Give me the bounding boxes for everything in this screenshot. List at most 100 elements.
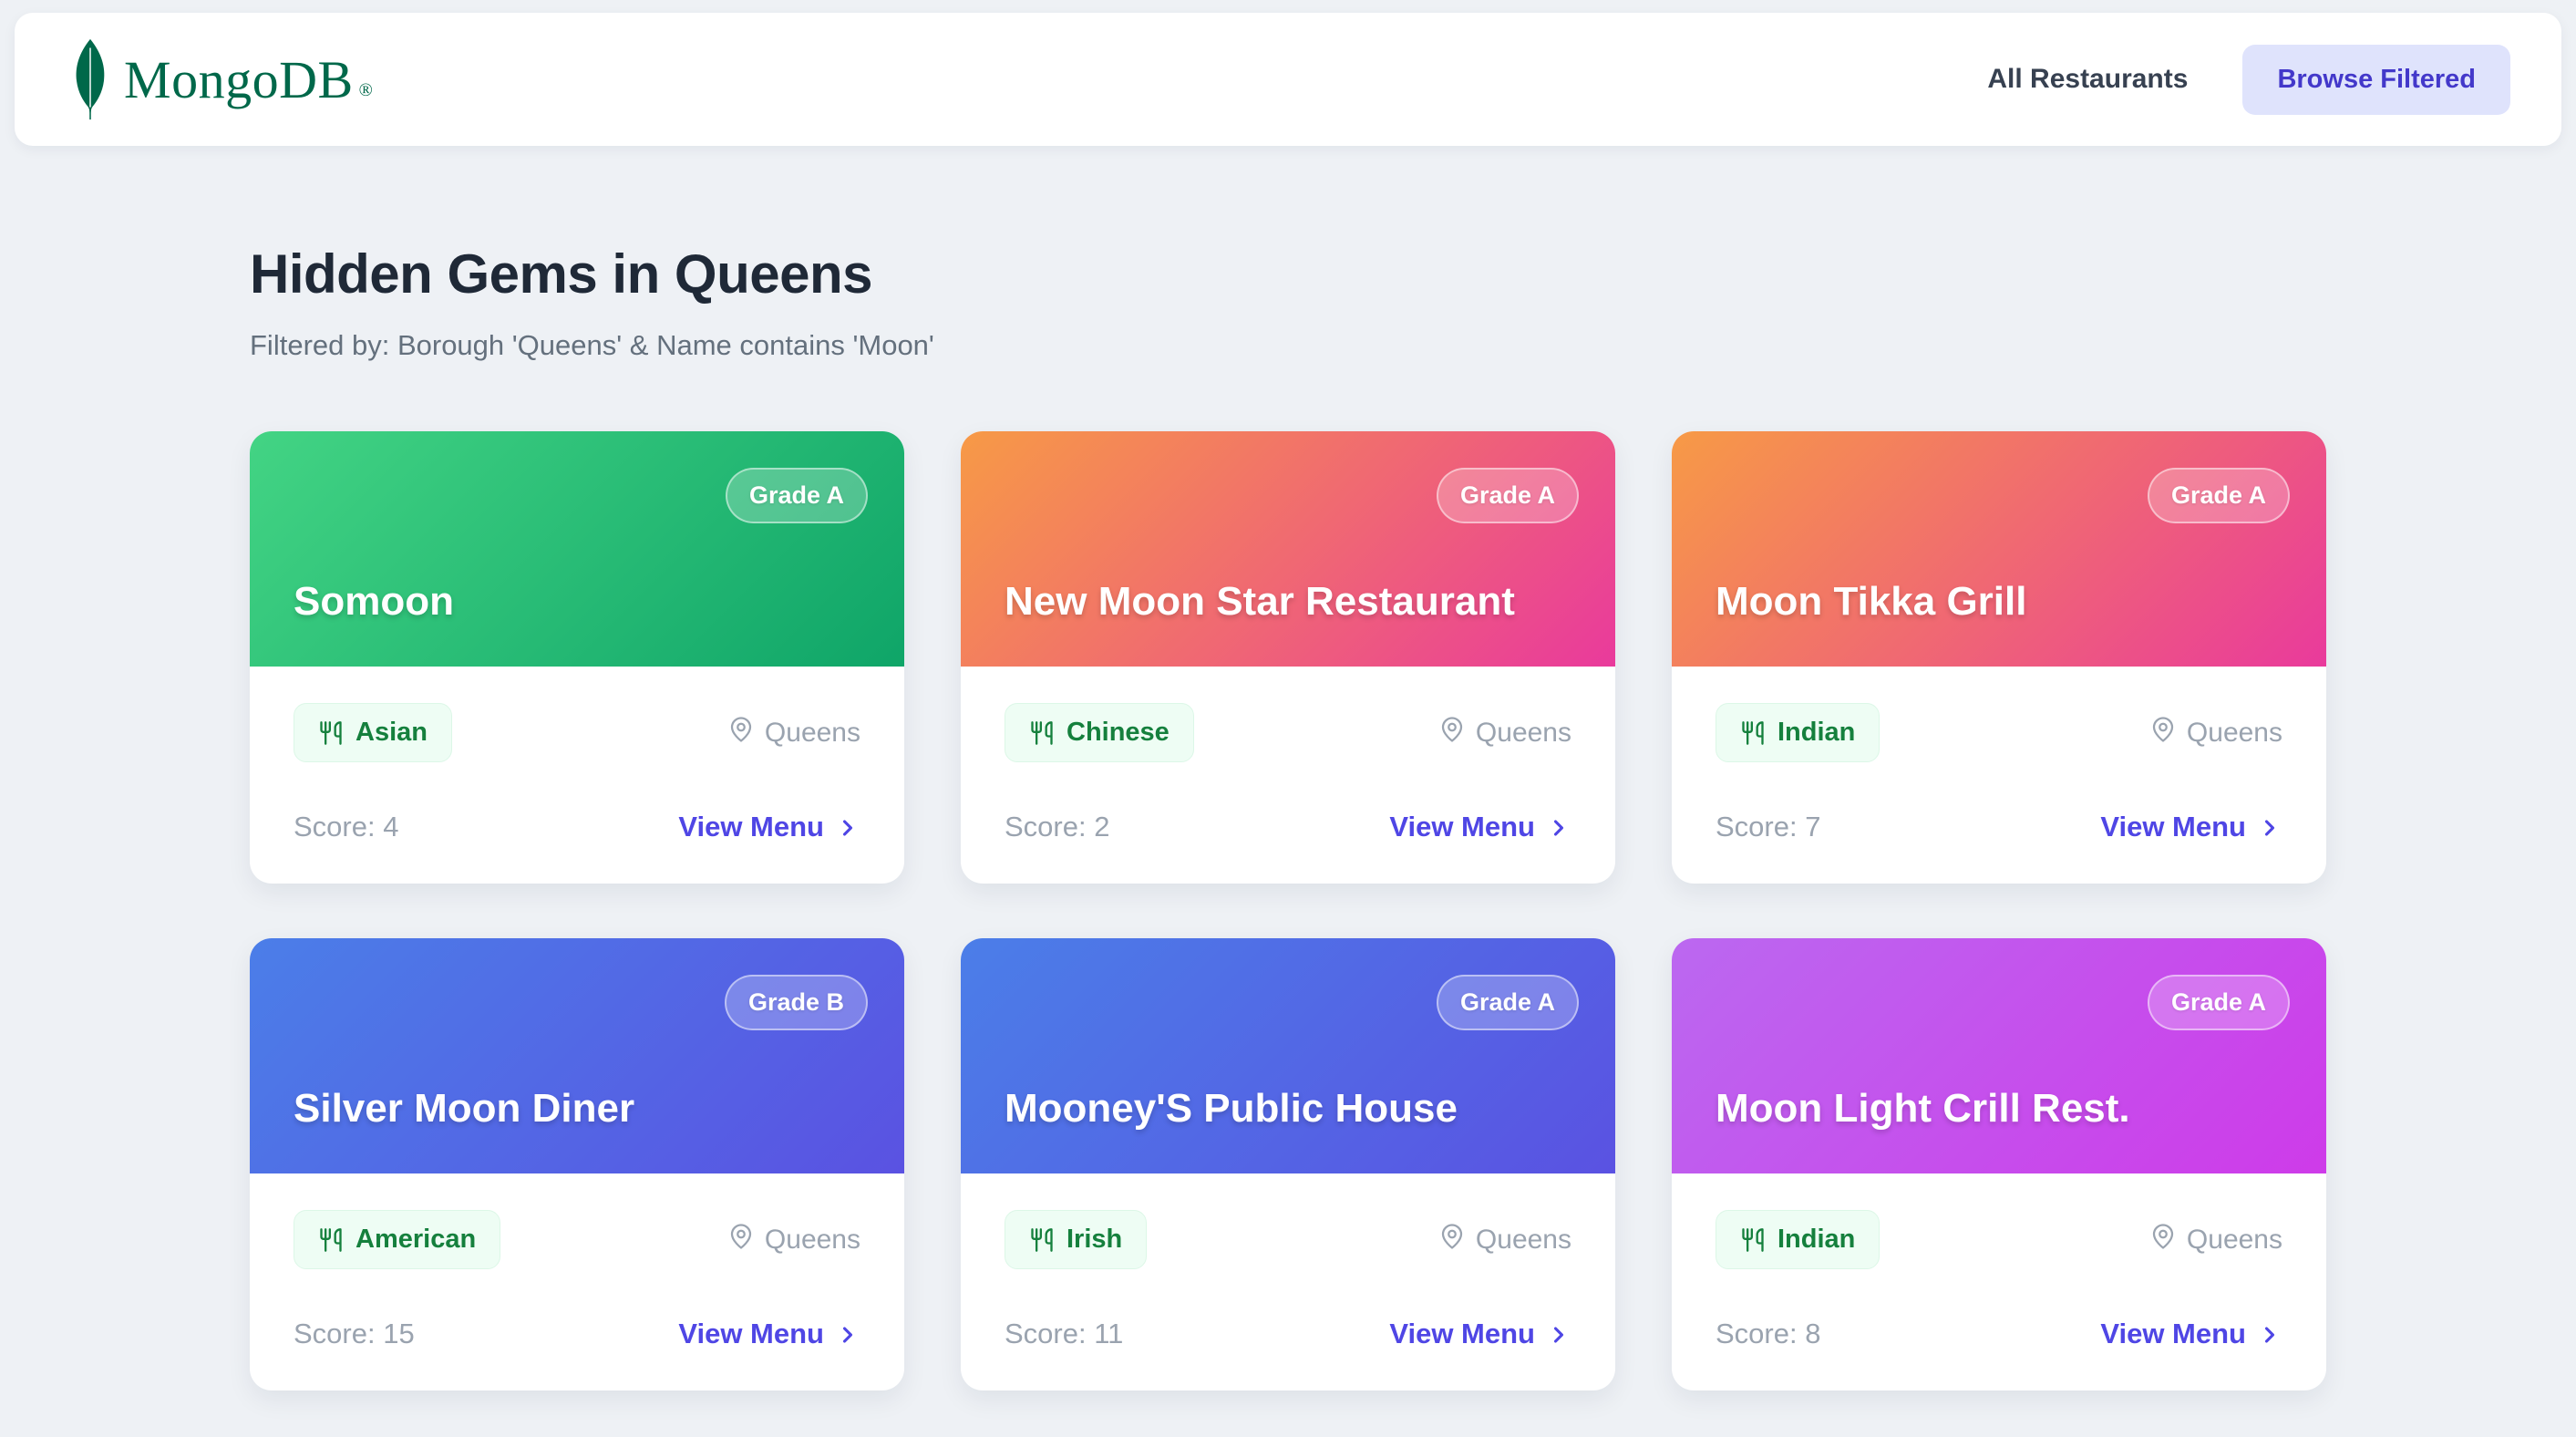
borough-label: Queens (764, 1224, 860, 1255)
header-nav: All Restaurants Browse Filtered (1987, 44, 2510, 115)
grade-badge: Grade A (725, 468, 868, 523)
restaurant-grid: Grade A Somoon Asian Queens (250, 431, 2326, 1390)
cuisine-label: Indian (1777, 1225, 1856, 1254)
filter-subtitle: Filtered by: Borough 'Queens' & Name con… (250, 329, 934, 361)
score-label: Score: 15 (294, 1318, 415, 1349)
card-body: Indian Queens Score: 8 View Menu (1672, 1173, 2326, 1390)
card-body: Indian Queens Score: 7 View Menu (1672, 667, 2326, 884)
utensils-icon (1740, 720, 1766, 746)
score-value: 15 (383, 1318, 415, 1349)
score-label: Score: 7 (1716, 811, 1821, 843)
location: Queens (727, 1223, 860, 1257)
location: Queens (727, 716, 860, 750)
location: Queens (1438, 1223, 1571, 1257)
card-body: Chinese Queens Score: 2 View Menu (961, 667, 1615, 884)
borough-label: Queens (764, 717, 860, 748)
cuisine-badge: Indian (1716, 1210, 1880, 1269)
grade-badge: Grade B (724, 975, 868, 1030)
map-pin-icon (1438, 1223, 1466, 1257)
card-header: Grade A Somoon (250, 431, 904, 667)
card-body: Irish Queens Score: 11 View Menu (961, 1173, 1615, 1390)
mongodb-logo[interactable]: MongoDB ® (69, 37, 373, 121)
browse-filtered-button[interactable]: Browse Filtered (2242, 44, 2510, 115)
map-pin-icon (727, 1223, 755, 1257)
main-content: Hidden Gems in Queens Filtered by: Borou… (250, 146, 2326, 1390)
cuisine-badge: Asian (294, 703, 452, 762)
borough-label: Queens (2186, 717, 2282, 748)
borough-label: Queens (1475, 1224, 1571, 1255)
map-pin-icon (2149, 716, 2177, 750)
score-value: 2 (1094, 811, 1110, 843)
score-label: Score: 2 (1005, 811, 1110, 843)
location: Queens (2149, 1223, 2282, 1257)
registered-mark: ® (358, 80, 373, 100)
grade-badge: Grade A (1436, 468, 1579, 523)
restaurant-name: Moon Light Crill Rest. (1716, 1086, 2130, 1131)
card-body: American Queens Score: 15 View Menu (250, 1173, 904, 1390)
map-pin-icon (2149, 1223, 2177, 1257)
restaurant-name: Silver Moon Diner (294, 1086, 635, 1131)
view-menu-link[interactable]: View Menu (678, 811, 860, 843)
view-menu-link[interactable]: View Menu (1389, 1318, 1571, 1350)
score-value: 8 (1805, 1318, 1821, 1349)
brand-name: MongoDB (124, 49, 354, 109)
score-value: 4 (383, 811, 399, 843)
cuisine-label: Indian (1777, 718, 1856, 747)
grade-badge: Grade A (1436, 975, 1579, 1030)
restaurant-name: Mooney'S Public House (1005, 1086, 1458, 1131)
utensils-icon (1740, 1227, 1766, 1253)
utensils-icon (1029, 1227, 1055, 1253)
borough-label: Queens (1475, 717, 1571, 748)
view-menu-link[interactable]: View Menu (678, 1318, 860, 1350)
card-header: Grade B Silver Moon Diner (250, 938, 904, 1173)
restaurant-name: Somoon (294, 579, 454, 624)
view-menu-link[interactable]: View Menu (1389, 811, 1571, 843)
score-label: Score: 11 (1005, 1318, 1124, 1349)
restaurant-name: Moon Tikka Grill (1716, 579, 2027, 624)
mongodb-leaf-icon (69, 37, 111, 121)
score-value: 11 (1094, 1318, 1124, 1349)
chevron-right-icon (1546, 1320, 1571, 1348)
cuisine-label: Asian (355, 718, 428, 747)
restaurant-card: Grade A New Moon Star Restaurant Chinese (961, 431, 1615, 884)
cuisine-badge: American (294, 1210, 501, 1269)
restaurant-name: New Moon Star Restaurant (1005, 579, 1515, 624)
page-title: Hidden Gems in Queens (250, 243, 873, 305)
cuisine-badge: Chinese (1005, 703, 1194, 762)
restaurant-card: Grade A Moon Tikka Grill Indian (1672, 431, 2326, 884)
grade-badge: Grade A (2147, 468, 2290, 523)
restaurant-card: Grade A Moon Light Crill Rest. Indian (1672, 938, 2326, 1390)
view-menu-link[interactable]: View Menu (2100, 811, 2282, 843)
view-menu-link[interactable]: View Menu (2100, 1318, 2282, 1350)
card-header: Grade A Mooney'S Public House (961, 938, 1615, 1173)
chevron-right-icon (2257, 1320, 2282, 1348)
map-pin-icon (1438, 716, 1466, 750)
card-header: Grade A New Moon Star Restaurant (961, 431, 1615, 667)
map-pin-icon (727, 716, 755, 750)
cuisine-badge: Indian (1716, 703, 1880, 762)
cuisine-label: Chinese (1066, 718, 1170, 747)
card-header: Grade A Moon Light Crill Rest. (1672, 938, 2326, 1173)
nav-link-all-restaurants[interactable]: All Restaurants (1987, 64, 2189, 94)
location: Queens (2149, 716, 2282, 750)
utensils-icon (318, 1227, 344, 1253)
score-label: Score: 4 (294, 811, 399, 843)
card-body: Asian Queens Score: 4 View Menu (250, 667, 904, 884)
utensils-icon (1029, 720, 1055, 746)
location: Queens (1438, 716, 1571, 750)
utensils-icon (318, 720, 344, 746)
restaurant-card: Grade B Silver Moon Diner American (250, 938, 904, 1390)
chevron-right-icon (835, 1320, 860, 1348)
cuisine-label: American (355, 1225, 477, 1254)
cuisine-badge: Irish (1005, 1210, 1148, 1269)
chevron-right-icon (835, 813, 860, 841)
card-header: Grade A Moon Tikka Grill (1672, 431, 2326, 667)
borough-label: Queens (2186, 1224, 2282, 1255)
chevron-right-icon (1546, 813, 1571, 841)
restaurant-card: Grade A Somoon Asian Queens (250, 431, 904, 884)
score-value: 7 (1805, 811, 1821, 843)
app-header: MongoDB ® All Restaurants Browse Filtere… (15, 13, 2561, 146)
restaurant-card: Grade A Mooney'S Public House Irish (961, 938, 1615, 1390)
score-label: Score: 8 (1716, 1318, 1821, 1349)
chevron-right-icon (2257, 813, 2282, 841)
